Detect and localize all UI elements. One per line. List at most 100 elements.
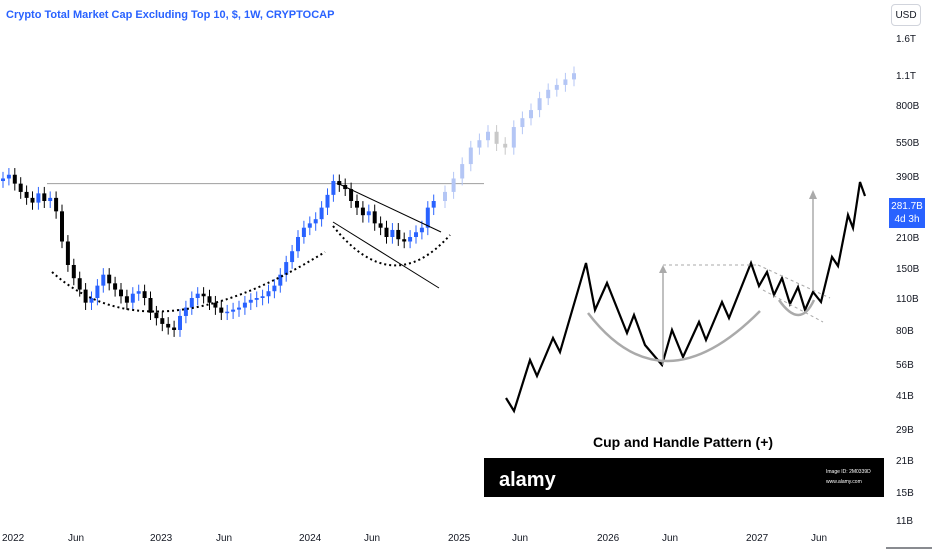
candle-body — [195, 293, 200, 298]
projection-candle-body — [460, 164, 465, 179]
candle-body — [301, 227, 306, 237]
candle-body — [183, 307, 188, 316]
y-tick-label: 800B — [896, 101, 920, 112]
x-tick-label: Jun — [68, 533, 84, 544]
watermark-image-id: Image ID: 2M0339D — [826, 469, 871, 475]
projection-candle-body — [494, 131, 499, 144]
candle-body — [337, 181, 342, 185]
candle-body — [189, 298, 194, 308]
x-tick-label: 2022 — [2, 533, 25, 544]
projection-candle-body — [486, 131, 490, 141]
x-tick-label: Jun — [512, 533, 528, 544]
candle-body — [166, 323, 171, 328]
handle-curve — [332, 225, 451, 267]
candle-body — [390, 229, 395, 237]
candle-body — [331, 181, 336, 195]
watermark-url: www.alamy.com — [826, 479, 862, 485]
pattern-drawings — [51, 182, 451, 313]
y-tick-label: 210B — [896, 233, 920, 244]
candle-body — [396, 229, 401, 240]
candle-body — [130, 293, 135, 303]
candle-body — [366, 211, 371, 216]
projection-candles — [443, 66, 576, 208]
last-price-tag: 281.7B 4d 3h — [889, 198, 925, 228]
x-tick-label: 2024 — [299, 533, 322, 544]
pattern-cup-curve — [587, 310, 761, 363]
y-tick-label: 56B — [896, 360, 914, 371]
candle-body — [95, 285, 100, 298]
candle-body — [254, 298, 259, 300]
y-tick-label: 21B — [896, 456, 914, 467]
candle-body — [113, 283, 118, 290]
projection-candle-body — [529, 110, 533, 119]
candle-body — [284, 262, 289, 275]
candle-body — [349, 189, 354, 202]
projection-candle-body — [546, 89, 551, 99]
candle-body — [431, 201, 436, 208]
candle-body — [77, 278, 82, 290]
candle-body — [178, 315, 182, 330]
candle-body — [213, 302, 218, 308]
x-axis: 2022 Jun 2023 Jun 2024 Jun 2025 Jun 2026 Jun 2027 J… — [2, 533, 827, 544]
history-candles — [1, 168, 436, 337]
x-tick-label: 2023 — [150, 533, 173, 544]
y-axis: 1.6T 1.1T 800B 550B 390B 210B 150B 110B 80B 56B 41… — [886, 34, 932, 549]
pattern-target-arrowhead — [809, 190, 817, 199]
candle-body — [219, 307, 224, 313]
candle-body — [355, 201, 359, 208]
candle-body — [272, 285, 277, 292]
projection-candle-body — [537, 98, 542, 111]
y-tick-label: 1.6T — [896, 34, 916, 45]
x-tick-label: 2026 — [597, 533, 620, 544]
candle-body — [296, 237, 300, 252]
candle-body — [325, 194, 330, 208]
candle-body — [372, 211, 377, 224]
projection-candle-body — [563, 79, 568, 85]
candle-body — [172, 327, 177, 330]
pattern-price-path — [505, 181, 867, 414]
candle-body — [60, 211, 64, 242]
projection-candle-body — [503, 143, 508, 148]
watermark-logo: alamy — [499, 469, 557, 491]
y-tick-label: 29B — [896, 425, 914, 436]
channel-lower — [332, 221, 440, 289]
chart-title: Crypto Total Market Cap Excluding Top 10… — [6, 9, 335, 21]
y-tick-label: 550B — [896, 138, 920, 149]
x-tick-label: Jun — [364, 533, 380, 544]
candle-body — [266, 291, 271, 297]
projection-candle-body — [451, 178, 456, 192]
projection-candle-body — [468, 147, 473, 165]
pattern-title: Cup and Handle Pattern (+) — [593, 434, 773, 450]
projection-candle-body — [554, 84, 559, 90]
pattern-handle-lower — [762, 289, 824, 323]
candle-body — [201, 293, 206, 297]
candle-body — [260, 296, 265, 298]
y-tick-label: 11B — [896, 516, 913, 527]
candle-body — [48, 197, 53, 202]
candle-body — [54, 197, 59, 212]
candle-body — [148, 298, 153, 313]
pattern-depth-arrowhead — [659, 265, 667, 273]
candle-body — [290, 251, 295, 263]
currency-button[interactable]: USD — [891, 4, 921, 26]
channel-upper — [336, 182, 442, 233]
candle-body — [89, 298, 94, 303]
candle-body — [402, 239, 407, 242]
x-tick-label: Jun — [216, 533, 232, 544]
candle-body — [1, 178, 5, 182]
candle-body — [12, 174, 17, 184]
candle-body — [119, 289, 123, 297]
pattern-handle-curve — [777, 299, 816, 317]
x-tick-label: 2025 — [448, 533, 471, 544]
last-price-value: 281.7B — [891, 201, 923, 212]
candle-body — [378, 223, 383, 228]
candle-body — [36, 193, 41, 203]
candle-body — [18, 183, 23, 192]
candle-body — [425, 207, 430, 228]
projection-candle-body — [477, 140, 482, 148]
y-tick-label: 15B — [896, 488, 914, 499]
candle-body — [24, 191, 29, 198]
projection-candle-body — [511, 127, 516, 148]
y-tick-label: 390B — [896, 172, 920, 183]
